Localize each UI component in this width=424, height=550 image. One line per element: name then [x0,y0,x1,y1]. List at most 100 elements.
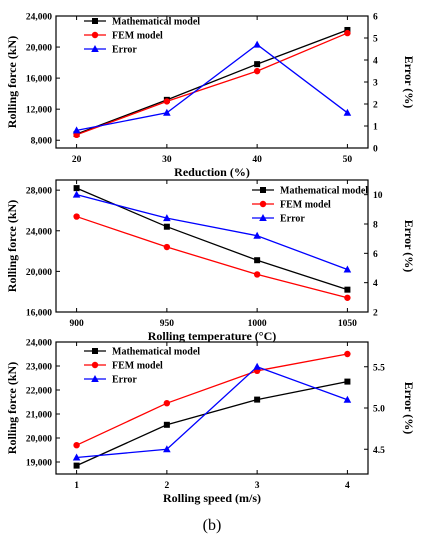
y-left-tick-label: 16,000 [26,309,52,319]
y-left-tick-label: 8,000 [31,137,53,147]
y-left-tick-label: 20,000 [26,44,52,54]
series-line-mathematical-model [76,187,348,291]
y-right-tick-label: 5.0 [373,405,385,415]
y-left-tick-label: 21,000 [26,411,52,421]
y-left-tick-label: 19,000 [26,459,52,469]
y-right-tick-label: 2 [373,309,378,319]
data-point-fem-model [344,29,351,37]
y-right-tick-label: 5.5 [373,363,385,373]
series-line-fem-model [76,215,348,299]
data-point-mathematical-model [254,257,261,264]
y-left-tick-label: 24,000 [26,227,52,237]
data-point-fem-model [163,243,171,251]
x-tick-label: 4 [345,481,350,491]
x-tick-label: 3 [255,481,260,491]
figure-caption: (b) [203,517,222,534]
series-line-error [76,366,348,459]
y-left-tick-label: 12,000 [26,106,52,116]
y-right-axis-title: Error (%) [402,382,416,435]
data-point-fem-model [163,98,171,105]
data-point-error [72,453,81,461]
data-point-error [343,108,352,116]
data-point-error [72,126,81,134]
x-tick-label: 40 [252,155,262,165]
data-point-mathematical-model [254,396,261,403]
data-point-error [163,445,171,453]
y-left-tick-label: 24,000 [26,13,52,23]
data-point-error [253,231,261,239]
x-tick-label: 20 [72,155,82,165]
y-left-axis-title: Rolling force (kN) [5,36,19,128]
y-right-tick-label: 5 [373,35,378,45]
data-point-error [253,40,261,48]
x-tick-label: 1050 [338,319,357,329]
legend-label-error: Error [112,375,137,386]
series-line-fem-model [76,32,348,136]
y-right-tick-label: 4 [373,279,378,289]
y-left-axis-title: Rolling force (kN) [5,362,19,454]
data-point-error [163,108,171,116]
y-left-tick-label: 20,000 [26,435,52,445]
data-point-error [343,395,352,403]
y-right-tick-label: 8 [373,221,378,231]
x-axis-title: Rolling speed (m/s) [163,491,261,505]
y-left-tick-label: 20,000 [26,268,52,278]
chart-rolling-speed: 1 2 3 4 19,000 20,000 21,000 22,000 23,000 24,000… [5,339,416,506]
legend-label-fem-model: FEM model [280,200,331,211]
data-point-fem-model [253,271,261,278]
y-left-axis-title: Rolling force (kN) [5,200,19,292]
y-right-tick-label: 6 [373,250,378,260]
data-point-mathematical-model [163,421,170,428]
data-point-fem-model [344,350,351,358]
data-point-fem-model [73,442,80,449]
legend: Mathematical model FEM model Error [84,17,200,56]
data-point-fem-model [253,67,261,75]
legend-label-mathematical-model: Mathematical model [112,347,200,358]
data-point-mathematical-model [344,378,351,385]
data-point-mathematical-model [344,286,351,293]
chart-reduction: 20 30 40 50 8,000 12,000 16,000 20,000 24,000 0 1 2… [5,13,416,180]
legend-label-error: Error [280,214,305,225]
x-axis-title: Rolling temperature (°C) [148,329,277,343]
legend-label-mathematical-model: Mathematical model [112,17,200,28]
y-left-tick-label: 22,000 [26,387,52,397]
legend-label-fem-model: FEM model [112,361,163,372]
x-tick-label: 1000 [248,319,267,329]
x-tick-label: 1 [74,481,79,491]
y-left-tick-label: 28,000 [26,187,52,197]
data-point-mathematical-model [73,185,80,192]
y-right-tick-label: 2 [373,101,378,111]
x-tick-label: 2 [164,481,169,491]
y-right-axis-title: Error (%) [402,220,416,273]
y-right-tick-label: 10 [373,191,383,201]
legend-label-error: Error [112,45,137,56]
y-right-tick-label: 4.5 [373,446,385,456]
chart-rolling-temperature: 900 950 1000 1050 16,000 20,000 24,000 28,000 2 4… [5,179,416,343]
legend-label-fem-model: FEM model [112,31,163,42]
series-line-mathematical-model [76,29,348,135]
x-tick-label: 950 [160,319,175,329]
series-line-fem-model [76,353,348,446]
data-point-fem-model [344,294,351,301]
legend-marker-fem-model [259,200,267,208]
legend-label-mathematical-model: Mathematical model [280,186,368,197]
data-point-mathematical-model [73,462,80,469]
legend-marker-error [259,214,267,221]
y-right-tick-label: 4 [373,57,378,67]
y-left-tick-label: 16,000 [26,75,52,85]
legend: Mathematical model FEM model Error [252,186,368,225]
plot-frame [55,179,369,313]
x-tick-label: 900 [69,319,84,329]
data-point-error [72,190,81,198]
legend: Mathematical model FEM model Error [84,347,200,386]
x-tick-label: 50 [343,155,353,165]
x-axis-title: Reduction (%) [174,165,250,179]
x-tick-label: 30 [162,155,172,165]
legend-marker-error [91,45,99,52]
legend-marker-mathematical-model [260,187,266,193]
y-left-tick-label: 24,000 [26,339,52,349]
y-right-tick-label: 6 [373,13,378,23]
legend-marker-error [91,375,99,382]
series-line-error [76,194,348,271]
legend-marker-fem-model [91,31,99,39]
